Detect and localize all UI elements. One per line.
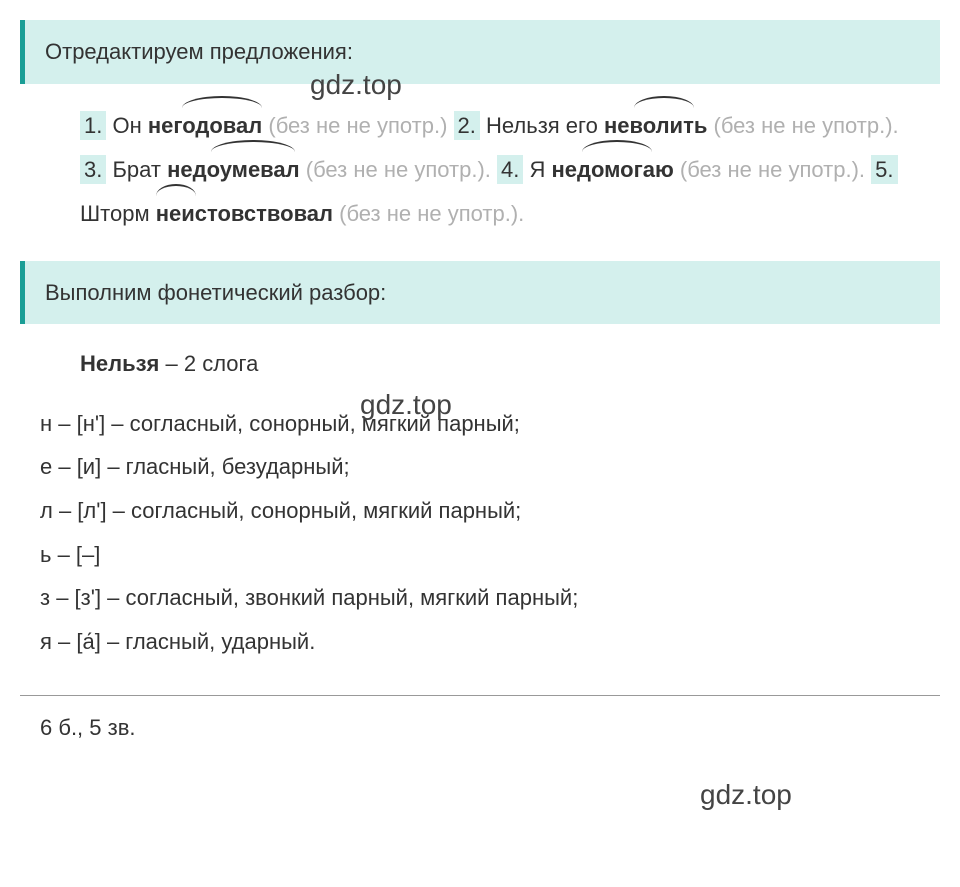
phonetic-rest: – 2 слога	[159, 351, 258, 376]
phonetic-row: з – [з'] – согласный, звонкий парный, мя…	[40, 578, 920, 618]
phonetic-row: ь – [–]	[40, 535, 920, 575]
sentences-block: 1. Он негодовал (без не не употр.) 2. Не…	[20, 104, 940, 261]
sentence-word: неистовствовал	[156, 201, 333, 226]
watermark: gdz.top	[700, 770, 792, 820]
divider	[20, 695, 940, 696]
phonetic-block: Нельзя – 2 слога н – [н'] – согласный, с…	[20, 344, 940, 680]
sentence-text: Нельзя его	[480, 113, 604, 138]
section-header-edit: Отредактируем предложения:	[20, 20, 940, 84]
sentences-paragraph: 1. Он негодовал (без не не употр.) 2. Не…	[80, 104, 920, 236]
sentence-word: негодовал	[148, 113, 262, 138]
phonetic-row: е – [и] – гласный, безударный;	[40, 447, 920, 487]
phonetic-title: Нельзя – 2 слога	[80, 344, 920, 384]
section-header-phonetic: Выполним фонетический разбор:	[20, 261, 940, 325]
sentence-number: 5.	[871, 155, 897, 184]
sentence-note: (без не не употр.)	[262, 113, 453, 138]
sentence-note: (без не не употр.).	[300, 157, 497, 182]
phonetic-row: я – [а́] – гласный, ударный.	[40, 622, 920, 662]
sentence-note: (без не не употр.).	[333, 201, 524, 226]
sentence-word: недомогаю	[552, 157, 674, 182]
sentence-number: 2.	[454, 111, 480, 140]
sentence-number: 1.	[80, 111, 106, 140]
sentence-word: неволить	[604, 113, 707, 138]
phonetic-list: н – [н'] – согласный, сонорный, мягкий п…	[80, 404, 920, 662]
sentence-text: Он	[106, 113, 148, 138]
arc-mark	[634, 96, 694, 108]
phonetic-row: н – [н'] – согласный, сонорный, мягкий п…	[40, 404, 920, 444]
sentence-text: Брат	[106, 157, 167, 182]
sentence-number: 3.	[80, 155, 106, 184]
sentence-note: (без не не употр.).	[707, 113, 898, 138]
footer-summary: 6 б., 5 зв.	[20, 708, 940, 748]
sentence-text: Шторм	[80, 201, 156, 226]
section-title: Отредактируем предложения:	[45, 39, 353, 64]
sentence-word: недоумевал	[167, 157, 300, 182]
phonetic-word: Нельзя	[80, 351, 159, 376]
sentence-note: (без не не употр.).	[674, 157, 871, 182]
phonetic-row: л – [л'] – согласный, сонорный, мягкий п…	[40, 491, 920, 531]
sentence-text: Я	[523, 157, 551, 182]
section-title: Выполним фонетический разбор:	[45, 280, 386, 305]
arc-mark	[182, 96, 262, 108]
sentence-number: 4.	[497, 155, 523, 184]
